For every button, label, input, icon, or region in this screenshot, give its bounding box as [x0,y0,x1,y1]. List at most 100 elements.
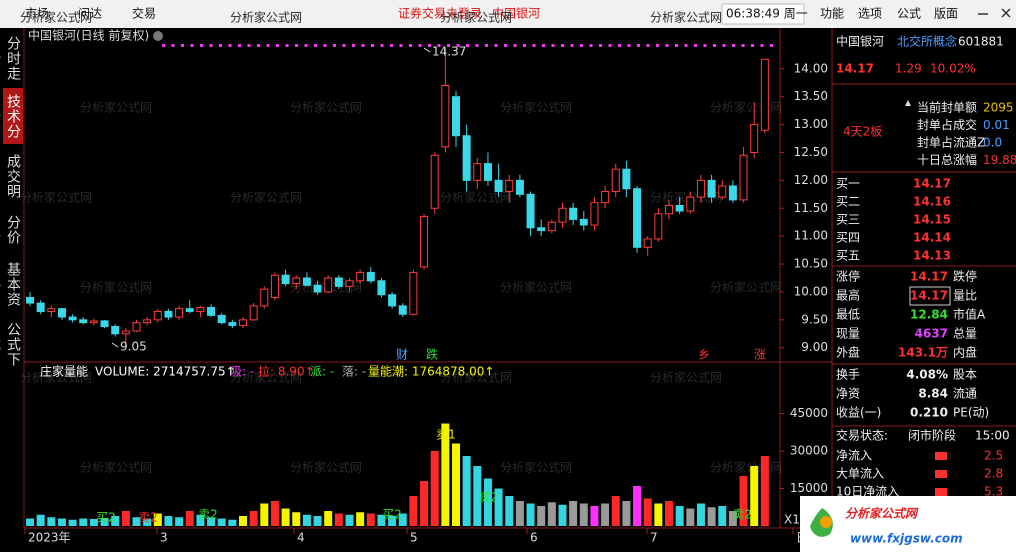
watermark: 分析家公式网 [290,460,362,475]
candle-body [750,124,759,153]
volume-bar [686,508,695,526]
candle-body [217,314,226,324]
stat-label: 最高 [836,288,860,303]
volume-bar [739,476,748,526]
clock-box [721,3,805,25]
volume-bar [398,513,407,526]
stat-label: 总量 [953,327,977,341]
signal-dot [599,44,602,47]
stat-label: 最低 [836,308,860,322]
volume-bar [430,451,439,526]
signal-dot [627,44,631,47]
volume-bar [121,511,130,526]
candle-body [111,326,120,335]
tab[interactable]: 分时走势 [0,35,21,81]
indicator-value: 派: - [310,365,334,379]
menu-item[interactable]: 市场 [25,6,49,21]
signal-dot [181,44,184,47]
volume-bar [196,514,205,526]
candle-body [164,310,173,318]
flow-label: 大单流入 [836,467,884,481]
volume-bar [590,506,599,526]
tool-button[interactable]: 公式 [897,7,921,21]
signal-dot [770,44,773,47]
watermark: 分析家公式网 [440,10,512,25]
stat-value: 14.17 [910,270,948,284]
menu-item[interactable]: 问达 [78,7,102,21]
date-label: 5 [410,531,418,545]
date-axis [24,529,832,552]
volume-bar [622,501,631,526]
tool-button[interactable]: 功能 [820,7,844,21]
watermark: 分析家公式网 [500,100,572,115]
candle-body [324,277,333,293]
signal-dot [456,44,460,47]
annotation: 卖2 [198,508,218,522]
candle-body [356,271,365,282]
volume-bar [270,501,279,526]
watermark: 分析家公式网 [230,190,302,205]
tab[interactable]: 成交明细 [0,153,21,199]
annotation: 卖2 [138,511,158,525]
volume-bar [302,514,311,526]
volume-bar [462,456,471,526]
volume-bar [356,512,365,526]
tool-button[interactable]: 选项 [858,7,882,21]
volume-bar [452,443,460,526]
up-arrow [905,100,911,106]
watermark: 分析家公式网 [710,280,782,295]
volume-bar [707,507,716,526]
tab[interactable]: 技术分析 [0,88,23,144]
tab[interactable]: 分价表 [0,215,21,245]
watermark: 分析家公式网 [440,190,512,205]
candle-body [68,316,77,321]
login-notice: 证券交易未登录 [398,6,482,21]
tool-button[interactable]: 版面 [934,7,958,21]
candle-body [207,307,216,316]
signal-dot [608,44,612,47]
volume-bar [281,508,290,526]
date-label: 4 [297,531,305,545]
volume-bar [473,466,482,526]
volume-bar [345,514,354,526]
bid-price: 14.14 [913,231,951,245]
stat-label: 涨停 [836,269,860,284]
date-label: 6 [530,531,538,545]
signal-dot [342,44,346,47]
volume-bar [526,503,535,526]
candle-body [707,179,716,198]
annotation: 14.37 [432,45,466,59]
menu-item[interactable]: 交易 [132,6,156,21]
candle-body [452,96,460,137]
flow-bar [935,470,947,478]
candle-body [547,221,556,232]
annotation: 买2 [382,508,402,522]
seal-value: 19.88 [983,153,1016,167]
tab[interactable]: 公式下载 [0,321,21,367]
watermark: 分析家公式网 [80,280,152,295]
signal-dot [409,44,412,47]
watermark: 分析家公式网 [710,460,782,475]
volume-bar [366,513,375,526]
status-value: 闭市阶段 [908,428,956,443]
bid-price: 14.15 [913,213,951,227]
candle-body [473,163,482,181]
signal-dot [523,44,526,47]
candle-body [143,319,152,324]
tab[interactable]: 基本资料 [0,261,21,307]
signal-dot [380,44,384,47]
concept: 北交所概念 [897,34,957,49]
y-tick-label: 10.50 [794,257,828,271]
candle-body [334,277,343,287]
y-tick-label: 13.00 [794,117,828,131]
signal-dot [732,44,735,47]
volume-bar [718,506,727,526]
menu-icon [153,31,163,41]
candle-body [505,179,514,193]
separators [832,83,1016,427]
volume-bar [611,496,620,526]
candle-body [622,168,631,190]
change: 1.29 [895,62,922,76]
logo-url: www.fxjgsw.com [850,532,963,546]
candle-body [153,310,162,321]
